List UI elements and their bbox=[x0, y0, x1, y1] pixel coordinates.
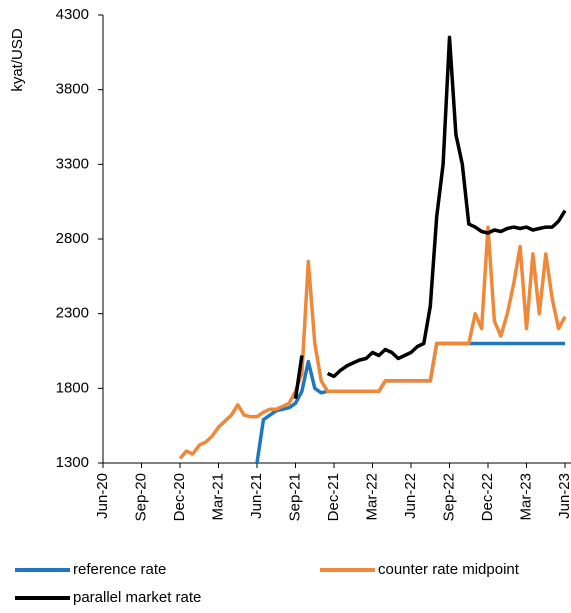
y-tick-label: 1800 bbox=[56, 379, 89, 396]
legend-label: parallel market rate bbox=[73, 589, 201, 606]
x-tick-label: Sep-20 bbox=[132, 473, 149, 521]
y-tick-label: 3800 bbox=[56, 81, 89, 98]
y-tick-label: 3300 bbox=[56, 155, 89, 172]
x-tick-label: Dec-22 bbox=[479, 473, 496, 521]
x-tick-label: Sep-21 bbox=[286, 473, 303, 521]
y-tick-label: 1300 bbox=[56, 454, 89, 471]
y-tick-label: 4300 bbox=[56, 6, 89, 23]
x-tick-label: Dec-20 bbox=[171, 473, 188, 521]
x-tick-label: Dec-21 bbox=[325, 473, 342, 521]
y-tick-label: 2800 bbox=[56, 230, 89, 247]
legend-label: counter rate midpoint bbox=[378, 561, 520, 578]
x-tick-label: Mar-21 bbox=[209, 473, 226, 521]
x-tick-label: Jun-20 bbox=[94, 473, 111, 519]
x-tick-label: Sep-22 bbox=[440, 473, 457, 521]
series-line bbox=[293, 35, 567, 400]
legend-label: reference rate bbox=[73, 561, 166, 578]
x-tick-label: Jun-22 bbox=[402, 473, 419, 519]
x-tick-label: Mar-22 bbox=[363, 473, 380, 521]
y-tick-label: 2300 bbox=[56, 305, 89, 322]
x-tick-label: Jun-23 bbox=[556, 473, 571, 519]
x-tick-label: Mar-23 bbox=[517, 473, 534, 521]
y-axis-label: kyat/USD bbox=[9, 28, 26, 92]
x-tick-label: Jun-21 bbox=[248, 473, 265, 519]
series-line bbox=[178, 225, 567, 460]
